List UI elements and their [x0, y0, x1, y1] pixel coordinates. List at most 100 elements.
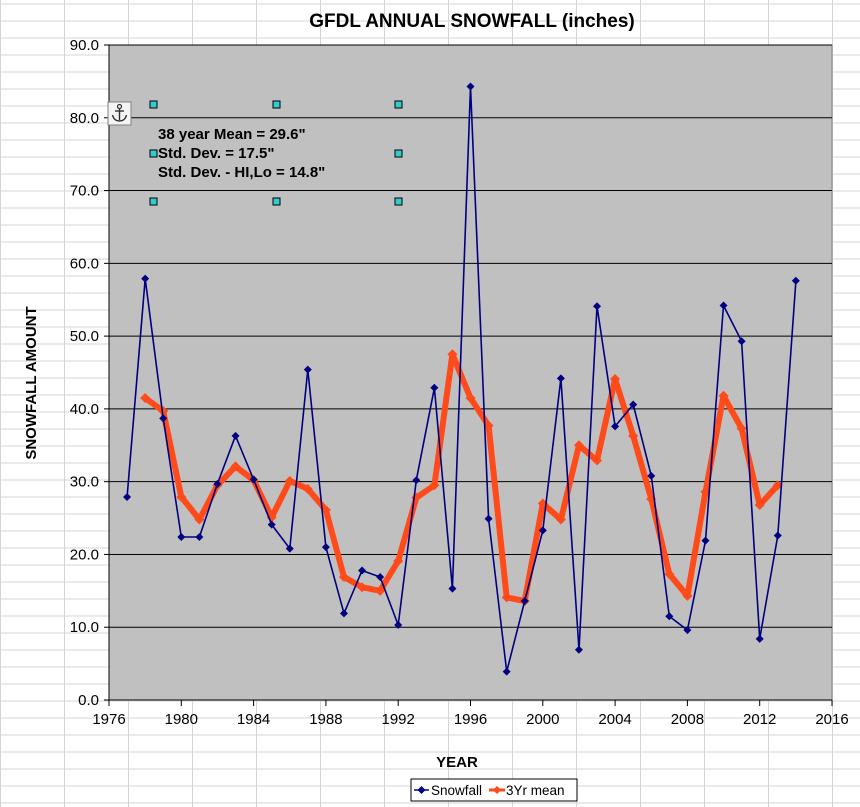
snowfall-point — [213, 479, 222, 488]
snowfall-point — [430, 383, 439, 392]
mean-point — [592, 455, 603, 466]
snowfall-point — [303, 365, 312, 374]
plot-area — [108, 44, 833, 701]
snowfall-point — [123, 492, 132, 501]
x-tick-label: 1996 — [454, 711, 487, 728]
mean-point — [176, 491, 187, 502]
snowfall-point — [647, 471, 656, 480]
horizontal-gridlines — [109, 44, 832, 628]
snowfall-point — [159, 414, 168, 423]
x-tick-label: 2004 — [598, 711, 631, 728]
mean-point — [682, 590, 693, 601]
mean-point — [194, 514, 205, 525]
x-tick-label: 2000 — [526, 711, 559, 728]
mean-point — [429, 480, 440, 491]
snowfall-point — [249, 475, 258, 484]
mean-point — [483, 420, 494, 431]
snowfall-point — [448, 584, 457, 593]
resize-handle[interactable] — [272, 197, 281, 206]
legend-marker-3yr-mean — [493, 786, 501, 794]
x-tick-label: 1984 — [237, 711, 270, 728]
snowfall-point — [141, 274, 150, 283]
y-tick-label: 40.0 — [70, 401, 99, 418]
mean-point — [573, 440, 584, 451]
x-axis-ticks: 1976 1980 1984 1988 1992 1996 2000 2004 2008 2012… — [92, 700, 849, 728]
resize-handle[interactable] — [149, 149, 158, 158]
mean-point — [610, 374, 621, 385]
snowfall-point — [195, 532, 204, 541]
snowfall-point — [394, 621, 403, 630]
x-tick-label: 2012 — [743, 711, 776, 728]
resize-handle[interactable] — [149, 100, 158, 109]
stats-annotation-textbox[interactable]: 38 year Mean = 29.6" Std. Dev. = 17.5" S… — [149, 100, 403, 206]
resize-handle[interactable] — [149, 197, 158, 206]
y-axis-ticks: 0.0 10.0 20.0 30.0 40.0 50.0 60.0 70.0 80.0 90.0 — [70, 37, 109, 709]
mean-point — [736, 423, 747, 434]
mean-point — [393, 555, 404, 566]
snowfall-point — [412, 476, 421, 485]
snowfall-point — [376, 573, 385, 582]
mean-point — [158, 406, 169, 417]
y-tick-label: 90.0 — [70, 37, 99, 54]
series-snowfall — [123, 82, 800, 676]
mean-point — [718, 390, 729, 401]
snowfall-point — [755, 634, 764, 643]
snowfall-point — [773, 531, 782, 540]
snowfall-point — [231, 431, 240, 440]
mean-line — [142, 351, 781, 604]
legend-item-snowfall: Snowfall — [414, 783, 482, 798]
snowfall-point — [484, 514, 493, 523]
mean-point — [555, 514, 566, 525]
snowfall-point — [267, 520, 276, 529]
snowfall-point — [574, 645, 583, 654]
mean-point — [501, 592, 512, 603]
snowfall-point — [358, 566, 367, 575]
x-tick-label: 1980 — [165, 711, 198, 728]
snowfall-point — [611, 422, 620, 431]
series-3yr-mean — [140, 349, 783, 607]
snowfall-point — [177, 532, 186, 541]
y-tick-label: 50.0 — [70, 328, 99, 345]
legend-label-snowfall: Snowfall — [431, 783, 482, 798]
resize-handle[interactable] — [394, 100, 403, 109]
x-tick-label: 2016 — [815, 711, 848, 728]
mean-point — [320, 505, 331, 516]
y-tick-label: 60.0 — [70, 255, 99, 272]
legend: Snowfall 3Yr mean — [410, 778, 578, 802]
mean-point — [664, 569, 675, 580]
snowfall-point — [466, 82, 475, 91]
snowfall-point — [683, 626, 692, 635]
snowfall-point — [538, 526, 547, 535]
annotation-std-dev: Std. Dev. = 17.5" — [158, 145, 274, 162]
y-tick-label: 80.0 — [70, 110, 99, 127]
resize-handle[interactable] — [394, 197, 403, 206]
snowfall-point — [593, 302, 602, 311]
x-tick-label: 1988 — [309, 711, 342, 728]
resize-handle[interactable] — [394, 149, 403, 158]
y-axis-title: SNOWFALL AMOUNT — [23, 306, 40, 459]
anchor-icon — [107, 101, 132, 126]
mean-point — [140, 392, 151, 403]
snowfall-point — [719, 301, 728, 310]
snowfall-point — [285, 544, 294, 553]
mean-point — [754, 499, 765, 510]
resize-handle[interactable] — [272, 100, 281, 109]
mean-point — [447, 349, 458, 360]
y-tick-label: 70.0 — [70, 183, 99, 200]
mean-point — [628, 430, 639, 441]
mean-point — [338, 572, 349, 583]
mean-point — [375, 585, 386, 596]
snowfall-line — [126, 85, 797, 673]
snowfall-point — [701, 536, 710, 545]
mean-point — [700, 486, 711, 497]
annotation-mean: 38 year Mean = 29.6" — [158, 126, 306, 143]
selection-handles[interactable] — [149, 100, 403, 206]
x-tick-label: 2008 — [671, 711, 704, 728]
y-tick-label: 10.0 — [70, 619, 99, 636]
x-axis-title: YEAR — [436, 754, 478, 771]
mean-point — [284, 475, 295, 486]
legend-marker-snowfall — [417, 786, 426, 794]
snowfall-point — [502, 667, 511, 676]
